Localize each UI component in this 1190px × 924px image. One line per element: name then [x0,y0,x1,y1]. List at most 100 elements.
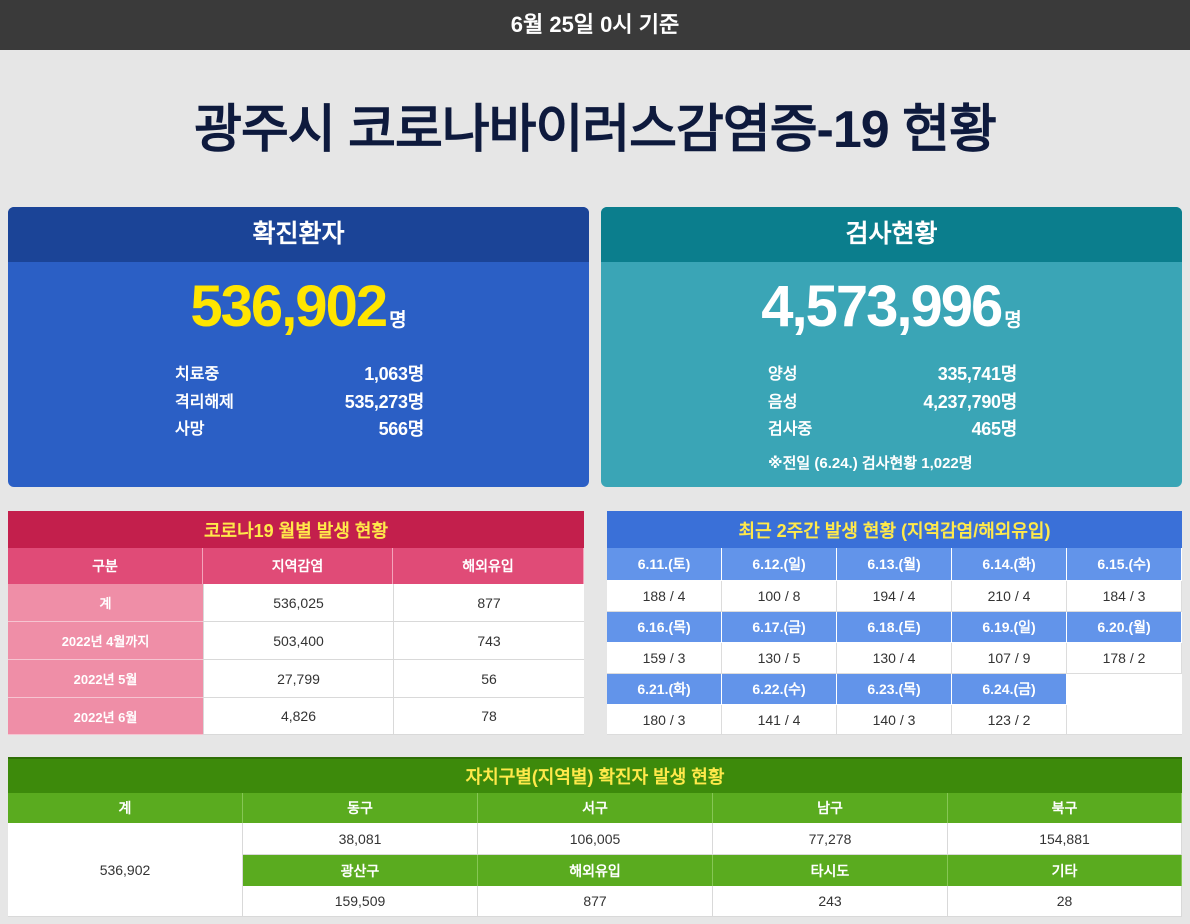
district-value: 77,278 [713,823,948,855]
district-name: 해외유입 [478,855,713,886]
monthly-cell-local: 4,826 [203,698,393,735]
day-value: 130 / 4 [837,643,952,674]
row-label: 검사중 [768,421,813,438]
tests-total-unit: 명 [1004,310,1022,331]
confirmed-row-treating: 치료중 1,063명 [175,361,424,389]
monthly-cell-local: 536,025 [203,584,393,622]
tests-previous-day-note: ※전일 (6.24.) 검사현황 1,022명 [768,455,973,472]
test-status-card: 검사현황 4,573,996 명 양성 335,741명 음성 4,237,790… [601,207,1182,487]
day-value: 123 / 2 [952,705,1067,735]
day-value: 178 / 2 [1067,643,1182,674]
row-value: 1,063명 [364,364,424,384]
row-value: 335,741명 [937,364,1018,384]
confirmed-breakdown: 치료중 1,063명 격리해제 535,273명 사망 566명 [175,361,424,444]
monthly-col-local: 지역감염 [203,548,393,584]
day-date: 6.20.(월) [1067,612,1182,643]
monthly-cell-overseas: 877 [393,584,584,622]
empty-cell [1067,674,1182,735]
district-value: 159,509 [243,886,478,917]
row-label: 격리해제 [175,393,234,411]
day-date: 6.17.(금) [722,612,837,643]
row-label: 사망 [175,421,205,438]
recent-two-weeks-table: 최근 2주간 발생 현황 (지역감염/해외유입) 6.11.(토) 6.12.(… [607,511,1182,735]
tests-row-positive: 양성 335,741명 [768,361,1017,389]
day-value: 141 / 4 [722,705,837,735]
day-value: 210 / 4 [952,581,1067,612]
district-value: 38,081 [243,823,478,855]
tests-total-value: 4,573,996 [761,274,1003,339]
day-date: 6.24.(금) [952,674,1067,705]
district-name: 타시도 [713,855,948,886]
district-name: 기타 [948,855,1182,886]
top-banner: 6월 25일 0시 기준 [0,0,1190,50]
monthly-cell-local: 27,799 [203,660,393,698]
day-value: 180 / 3 [607,705,722,735]
day-value: 194 / 4 [837,581,952,612]
monthly-cell-overseas: 743 [393,622,584,660]
tests-row-pending: 검사중 465명 [768,416,1017,444]
day-date: 6.15.(수) [1067,548,1182,581]
day-date: 6.11.(토) [607,548,722,581]
monthly-row-label: 2022년 4월까지 [8,622,203,660]
district-table-title: 자치구별(지역별) 확진자 발생 현황 [8,757,1182,793]
day-value: 107 / 9 [952,643,1067,674]
day-date: 6.14.(화) [952,548,1067,581]
row-value: 566명 [378,419,425,439]
page-title: 광주시 코로나바이러스감염증-19 현황 [194,101,997,159]
district-value: 28 [948,886,1182,917]
day-date: 6.18.(토) [837,612,952,643]
day-date: 6.13.(월) [837,548,952,581]
recent-table-title: 최근 2주간 발생 현황 (지역감염/해외유입) [607,511,1182,548]
district-total-header: 계 [8,793,243,823]
row-label: 음성 [768,393,798,411]
monthly-table-title: 코로나19 월별 발생 현황 [8,511,584,548]
confirmed-total-value: 536,902 [190,274,388,339]
day-date: 6.12.(일) [722,548,837,581]
confirmed-card-title: 확진환자 [8,207,589,262]
row-value: 4,237,790명 [923,391,1017,412]
day-date: 6.19.(일) [952,612,1067,643]
row-label: 치료중 [175,366,220,383]
monthly-cases-table: 코로나19 월별 발생 현황 구분 지역감염 해외유입 계 536,025 87… [8,511,584,735]
district-value: 154,881 [948,823,1182,855]
confirmed-total-unit: 명 [389,310,407,331]
district-name: 광산구 [243,855,478,886]
monthly-row-label: 2022년 5월 [8,660,203,698]
monthly-row-label: 2022년 6월 [8,698,203,735]
day-date: 6.22.(수) [722,674,837,705]
day-date: 6.16.(목) [607,612,722,643]
confirmed-total: 536,902 명 [8,277,589,337]
district-name: 남구 [713,793,948,823]
monthly-cell-overseas: 56 [393,660,584,698]
monthly-cell-local: 503,400 [203,622,393,660]
district-name: 서구 [478,793,713,823]
tests-total: 4,573,996 명 [601,277,1182,337]
district-cases-table: 자치구별(지역별) 확진자 발생 현황 계 동구 서구 남구 북구 536,90… [8,757,1182,917]
district-name: 동구 [243,793,478,823]
day-value: 184 / 3 [1067,581,1182,612]
day-value: 159 / 3 [607,643,722,674]
tests-card-title: 검사현황 [601,207,1182,262]
base-date-label: 6월 25일 0시 기준 [510,12,680,37]
district-total-value: 536,902 [8,823,243,917]
monthly-col-category: 구분 [8,548,203,584]
row-value: 535,273명 [344,391,425,412]
day-date: 6.23.(목) [837,674,952,705]
confirmed-cases-card: 확진환자 536,902 명 치료중 1,063명 격리해제 535,273명 사… [8,207,589,487]
day-value: 188 / 4 [607,581,722,612]
tests-row-negative: 음성 4,237,790명 [768,389,1017,417]
confirmed-row-deaths: 사망 566명 [175,416,424,444]
row-value: 465명 [971,419,1018,439]
day-value: 100 / 8 [722,581,837,612]
tests-breakdown: 양성 335,741명 음성 4,237,790명 검사중 465명 [768,361,1017,444]
district-value: 106,005 [478,823,713,855]
monthly-col-overseas: 해외유입 [393,548,584,584]
day-value: 130 / 5 [722,643,837,674]
district-name: 북구 [948,793,1182,823]
day-value: 140 / 3 [837,705,952,735]
district-value: 877 [478,886,713,917]
confirmed-row-released: 격리해제 535,273명 [175,389,424,417]
monthly-cell-overseas: 78 [393,698,584,735]
row-label: 양성 [768,366,798,383]
district-value: 243 [713,886,948,917]
